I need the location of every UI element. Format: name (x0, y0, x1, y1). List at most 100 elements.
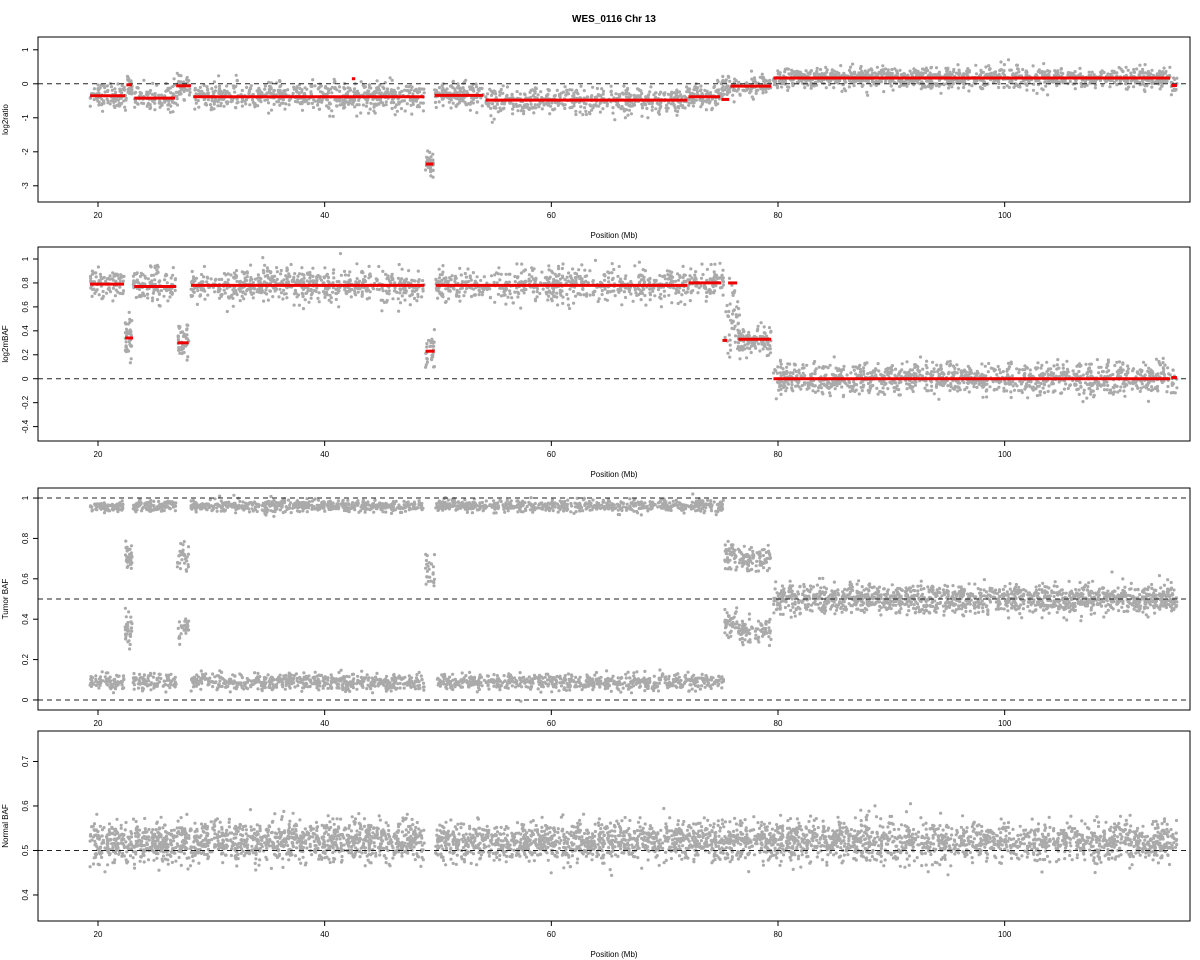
data-point (447, 297, 451, 301)
data-point (531, 290, 535, 294)
data-point (251, 281, 255, 285)
data-point (177, 346, 181, 350)
data-point (498, 90, 502, 94)
data-point (898, 68, 902, 72)
data-point (327, 298, 331, 302)
data-point (548, 275, 552, 279)
data-point (488, 287, 492, 291)
data-point (721, 280, 726, 284)
data-point (1017, 84, 1022, 88)
data-point (575, 88, 579, 92)
data-point (180, 330, 184, 334)
data-point (525, 104, 529, 108)
data-point (468, 274, 472, 278)
data-point (97, 103, 101, 107)
data-point (749, 69, 754, 73)
data-point (276, 100, 281, 104)
data-point (574, 112, 578, 117)
data-point (732, 291, 736, 295)
data-point (432, 344, 436, 348)
data-point (629, 279, 633, 284)
data-point (120, 84, 124, 88)
data-point (1038, 393, 1042, 397)
data-point (128, 317, 132, 321)
data-point (331, 271, 335, 275)
data-point (184, 336, 188, 340)
data-point (581, 286, 585, 290)
data-point (654, 278, 658, 283)
data-point (633, 288, 637, 292)
data-point (123, 331, 127, 335)
data-point (510, 112, 515, 116)
data-point (300, 90, 304, 94)
data-point (550, 101, 554, 105)
data-point (898, 85, 902, 89)
data-point (384, 100, 388, 104)
data-point (703, 88, 707, 92)
data-point (286, 88, 290, 92)
data-point (468, 102, 472, 106)
data-point (408, 303, 412, 307)
data-point (377, 288, 381, 292)
data-point (627, 92, 631, 96)
data-point (261, 256, 265, 260)
data-point (325, 274, 329, 278)
data-point (206, 91, 210, 95)
data-point (268, 289, 272, 293)
data-point (159, 289, 163, 293)
data-point (710, 108, 714, 112)
data-point (1082, 388, 1086, 392)
data-point (584, 112, 589, 117)
data-point (267, 84, 272, 88)
data-point (185, 358, 189, 362)
data-point (188, 87, 192, 91)
data-point (409, 88, 413, 92)
data-point (1080, 85, 1084, 89)
data-point (233, 90, 237, 94)
data-point (715, 276, 720, 280)
data-point (1126, 68, 1130, 72)
data-point (939, 91, 943, 95)
data-point (395, 103, 399, 107)
data-point (1132, 85, 1136, 89)
data-point (425, 342, 429, 346)
data-point (224, 273, 228, 277)
data-point (400, 267, 404, 271)
data-point (434, 88, 438, 92)
data-point (900, 362, 904, 366)
data-point (400, 294, 404, 298)
data-point (194, 98, 198, 102)
data-point (195, 302, 199, 306)
data-point (223, 291, 227, 295)
data-point (334, 297, 338, 302)
data-point (1115, 71, 1119, 75)
data-point (586, 281, 590, 285)
data-point (434, 277, 438, 281)
data-point (1168, 65, 1172, 69)
data-point (407, 269, 411, 273)
data-point (615, 103, 619, 107)
data-point (409, 103, 413, 107)
data-point (1159, 81, 1163, 85)
data-point (121, 289, 126, 293)
data-point (448, 276, 452, 280)
data-point (353, 291, 357, 295)
data-point (462, 294, 466, 298)
data-point (610, 262, 614, 266)
data-point (1174, 87, 1178, 92)
data-point (152, 288, 156, 292)
data-point (366, 97, 370, 101)
data-point (317, 291, 321, 295)
data-point (133, 99, 137, 103)
data-point (616, 274, 620, 278)
data-point (275, 270, 279, 274)
data-point (361, 103, 365, 107)
data-point (731, 88, 736, 92)
data-point (1002, 63, 1007, 67)
data-point (101, 289, 105, 294)
data-point (175, 97, 179, 101)
data-point (694, 270, 698, 274)
data-point (1053, 69, 1057, 73)
data-point (869, 84, 873, 88)
data-point (125, 347, 129, 352)
